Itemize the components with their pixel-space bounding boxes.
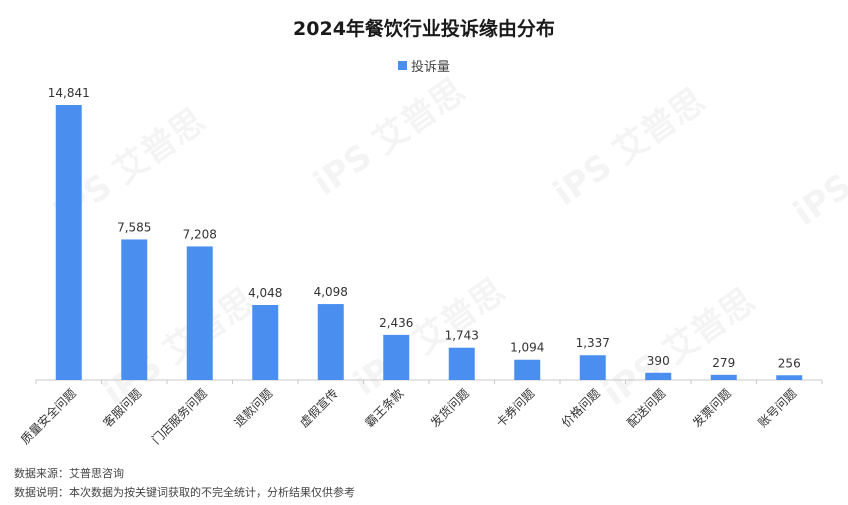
chart-notes: 数据来源：艾普思咨询 数据说明：本次数据为按关键词获取的不完全统计，分析结果仅供… [14, 464, 355, 502]
data-label: 2,436 [379, 316, 413, 330]
x-tick-label: 门店服务问题 [148, 386, 210, 448]
bar [186, 246, 213, 380]
legend-swatch [397, 61, 407, 70]
bar [383, 334, 410, 380]
x-tick-label: 客服问题 [100, 386, 145, 431]
bar [121, 239, 148, 380]
x-tick-label: 虚假宣传 [296, 386, 341, 431]
data-label: 4,098 [314, 285, 348, 299]
x-tick-label: 退款问题 [232, 386, 276, 430]
chart-title: 2024年餐饮行业投诉缘由分布 [293, 18, 555, 40]
bar [776, 375, 803, 380]
explanation-note: 数据说明：本次数据为按关键词获取的不完全统计，分析结果仅供参考 [14, 486, 355, 499]
legend-label: 投诉量 [410, 60, 450, 75]
data-label: 390 [647, 354, 670, 368]
x-tick-label: 账号问题 [756, 386, 800, 430]
x-tick-label: 卡券问题 [493, 386, 538, 431]
bar [448, 347, 475, 380]
bar [317, 304, 344, 380]
bar [252, 304, 279, 380]
x-tick-label: 价格问题 [558, 386, 603, 431]
x-tick-label: 霸王条款 [363, 386, 407, 430]
data-label: 256 [778, 356, 801, 370]
data-label: 7,585 [117, 220, 151, 234]
bar [514, 359, 541, 380]
data-label: 279 [712, 356, 735, 370]
data-label: 1,094 [510, 341, 544, 355]
x-tick-label: 发货问题 [427, 386, 472, 431]
data-label: 14,841 [48, 86, 90, 100]
data-label: 1,743 [445, 329, 479, 343]
bar [710, 374, 737, 380]
bar [55, 105, 82, 380]
source-note: 数据来源：艾普思咨询 [14, 467, 124, 480]
data-label: 7,208 [183, 227, 217, 241]
x-tick-label: 质量安全问题 [17, 386, 79, 448]
bar [645, 372, 672, 380]
x-tick-label: 配送问题 [624, 386, 669, 431]
bar [579, 355, 606, 380]
data-label: 1,337 [576, 336, 610, 350]
data-label: 4,048 [248, 286, 282, 300]
chart-legend: 投诉量 [0, 56, 848, 75]
x-tick-label: 发票问题 [689, 386, 734, 431]
